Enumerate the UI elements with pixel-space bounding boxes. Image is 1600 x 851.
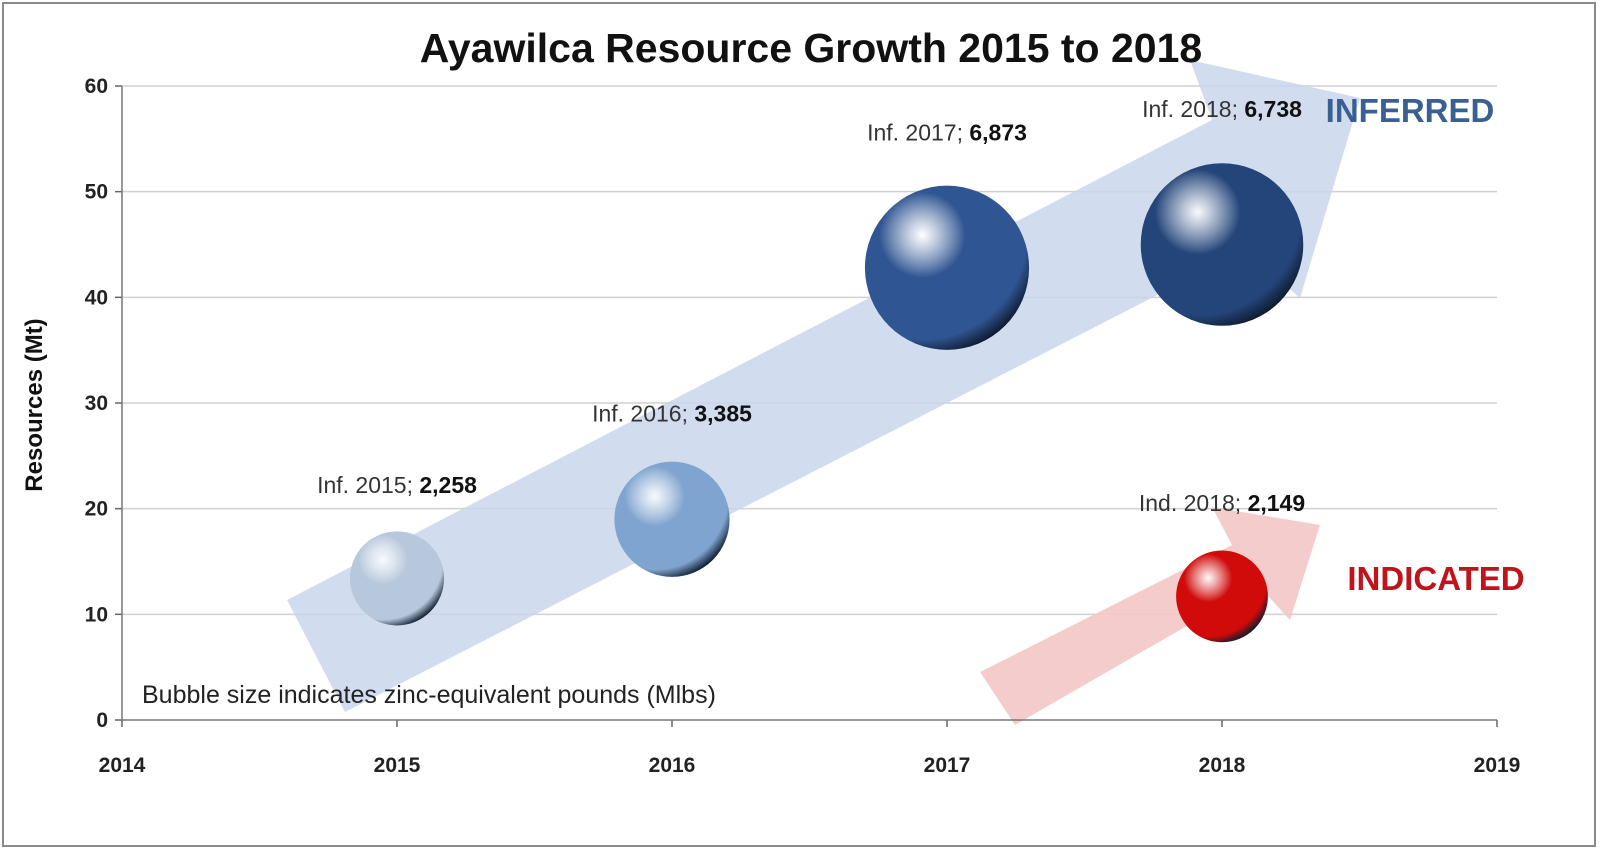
x-tick-label: 2018 [1199, 754, 1246, 777]
data-label: Inf. 2015; 2,258 [317, 472, 477, 498]
data-label: Inf. 2016; 3,385 [592, 401, 752, 427]
bubble-inferred-2016 [614, 461, 730, 577]
y-tick-label: 60 [85, 75, 108, 98]
data-label-prefix: Inf. 2016; [592, 401, 694, 427]
bubble-indicated-2018 [1176, 550, 1268, 643]
x-tick-label: 2015 [374, 754, 421, 777]
y-tick-label: 40 [85, 286, 108, 309]
x-tick-label: 2014 [99, 754, 146, 777]
data-label-prefix: Inf. 2018; [1142, 96, 1244, 122]
y-tick-label: 0 [96, 709, 108, 732]
data-label-prefix: Ind. 2018; [1139, 490, 1248, 516]
y-tick-label: 50 [85, 181, 108, 204]
bubble-inferred-2017 [864, 185, 1030, 350]
data-label-value: 6,738 [1244, 96, 1302, 122]
data-label: Inf. 2017; 6,873 [867, 119, 1027, 145]
data-label-value: 6,873 [969, 119, 1027, 145]
axes: 0 10 20 30 40 50 60 2014 2015 2016 2017 2018 2019 [85, 75, 1521, 777]
legend-indicated: INDICATED [1347, 560, 1524, 597]
data-label-prefix: Inf. 2015; [317, 472, 419, 498]
data-label-value: 3,385 [694, 401, 752, 427]
x-tick-label: 2016 [649, 754, 696, 777]
bubble-inferred-2015 [349, 531, 445, 626]
x-tick-label: 2019 [1474, 754, 1521, 777]
y-tick-label: 30 [85, 392, 108, 415]
y-axis-label: Resources (Mt) [21, 318, 48, 491]
legend-inferred: INFERRED [1326, 92, 1495, 129]
data-label-prefix: Inf. 2017; [867, 119, 969, 145]
data-label: Ind. 2018; 2,149 [1139, 490, 1305, 516]
chart-title: Ayawilca Resource Growth 2015 to 2018 [420, 25, 1202, 71]
y-tick-label: 10 [85, 603, 108, 626]
y-tick-label: 20 [85, 498, 108, 521]
indicated-trend-arrow [980, 507, 1320, 725]
inferred-trend-arrow [287, 60, 1360, 712]
bubble-size-note: Bubble size indicates zinc-equivalent po… [142, 681, 716, 709]
bubble-inferred-2018 [1140, 163, 1304, 326]
bubbles [349, 163, 1304, 643]
data-label-value: 2,149 [1248, 490, 1306, 516]
x-tick-label: 2017 [924, 754, 971, 777]
data-label-value: 2,258 [419, 472, 477, 498]
data-label: Inf. 2018; 6,738 [1142, 96, 1302, 122]
